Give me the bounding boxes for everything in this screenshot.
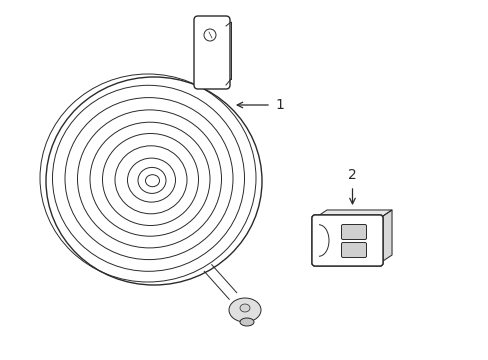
FancyBboxPatch shape	[341, 243, 366, 257]
FancyBboxPatch shape	[311, 215, 382, 266]
FancyBboxPatch shape	[341, 225, 366, 239]
Text: 2: 2	[347, 168, 356, 182]
Circle shape	[203, 29, 216, 41]
Ellipse shape	[228, 298, 261, 322]
FancyBboxPatch shape	[311, 215, 382, 266]
Ellipse shape	[240, 318, 253, 326]
Ellipse shape	[240, 304, 249, 312]
Polygon shape	[379, 210, 391, 263]
Polygon shape	[314, 210, 391, 218]
FancyBboxPatch shape	[194, 16, 229, 89]
Text: 1: 1	[274, 98, 284, 112]
